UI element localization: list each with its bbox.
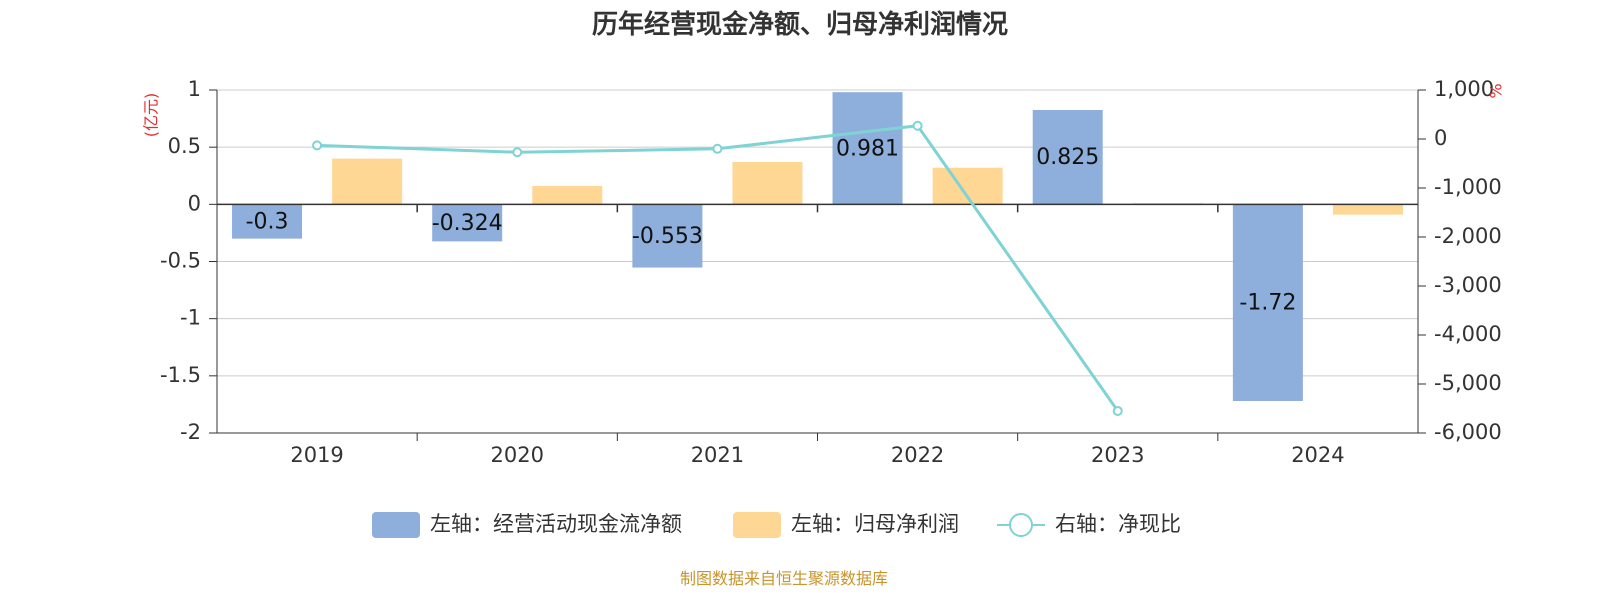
left-tick-label: -0.5	[160, 249, 201, 273]
data-label-2021: -0.553	[632, 224, 703, 249]
ratio-point-2019	[312, 140, 323, 151]
ratio-point-2022	[912, 120, 923, 131]
data-label-2023: 0.825	[1036, 145, 1099, 170]
right-tick-label: 0	[1434, 126, 1447, 150]
legend-label-1: 左轴：归母净利润	[791, 512, 959, 536]
data-label-2022: 0.981	[836, 136, 899, 161]
x-tick-label: 2020	[491, 443, 544, 467]
data-label-2024: -1.72	[1239, 291, 1296, 316]
x-tick-label: 2024	[1291, 443, 1344, 467]
left-tick-label: 1	[188, 77, 201, 101]
legend-swatch-1	[733, 512, 781, 538]
data-labels: -0.3 -0.324 -0.553 0.981 0.825 -1.72	[246, 136, 1297, 315]
legend: 左轴：经营活动现金流净额 左轴：归母净利润 右轴：净现比	[372, 512, 1181, 538]
legend-label-2: 右轴：净现比	[1055, 512, 1181, 536]
x-tick-label: 2023	[1091, 443, 1144, 467]
left-tick-label: 0	[188, 191, 201, 215]
axes	[216, 90, 1419, 441]
right-axis-unit: %	[1487, 83, 1506, 98]
data-label-2020: -0.324	[432, 211, 503, 236]
left-tick-label: 0.5	[168, 134, 201, 158]
data-label-2019: -0.3	[246, 209, 289, 234]
ratio-line	[312, 120, 1123, 416]
cashflow-bar-2021	[632, 204, 703, 268]
left-axis-ticks: 1 0.5 0 -0.5 -1 -1.5 -2	[160, 77, 217, 444]
x-tick-label: 2019	[290, 443, 343, 467]
source-note: 制图数据来自恒生聚源数据库	[680, 569, 888, 588]
ratio-point-2020	[512, 147, 523, 158]
right-tick-label: -4,000	[1434, 322, 1502, 346]
profit-bar-2024	[1332, 204, 1403, 215]
x-axis-ticks: 2019 2020 2021 2022 2023 2024	[290, 443, 1344, 467]
bars	[232, 92, 1403, 401]
left-tick-label: -2	[180, 420, 201, 444]
cashflow-bar-2022	[832, 92, 903, 205]
left-axis-unit: (亿元)	[142, 93, 161, 138]
right-tick-label: -3,000	[1434, 273, 1502, 297]
right-tick-label: -5,000	[1434, 371, 1502, 395]
left-tick-label: -1	[180, 306, 201, 330]
right-tick-label: -1,000	[1434, 175, 1502, 199]
legend-label-0: 左轴：经营活动现金流净额	[430, 512, 682, 536]
profit-bar-2021	[732, 162, 803, 205]
chart-title: 历年经营现金净额、归母净利润情况	[592, 9, 1008, 40]
profit-bar-2020	[532, 186, 603, 205]
x-tick-label: 2022	[891, 443, 944, 467]
cashflow-bar-2019	[232, 204, 303, 239]
cashflow-bar-2024	[1232, 204, 1303, 401]
left-tick-label: -1.5	[160, 363, 201, 387]
x-tick-label: 2021	[691, 443, 744, 467]
ratio-point-2023	[1112, 405, 1123, 416]
legend-swatch-0	[372, 512, 420, 538]
right-tick-label: -6,000	[1434, 420, 1502, 444]
right-axis-ticks: 1,000 0 -1,000 -2,000 -3,000 -4,000 -5,000 -6,0…	[1418, 77, 1502, 444]
right-tick-label: -2,000	[1434, 224, 1502, 248]
profit-bar-2019	[332, 158, 403, 205]
cashflow-bar-2020	[432, 204, 503, 242]
cashflow-bar-2023	[1032, 110, 1103, 205]
ratio-point-2021	[712, 143, 723, 154]
legend-swatch-marker	[1009, 513, 1033, 537]
right-tick-label: 1,000	[1434, 77, 1494, 101]
